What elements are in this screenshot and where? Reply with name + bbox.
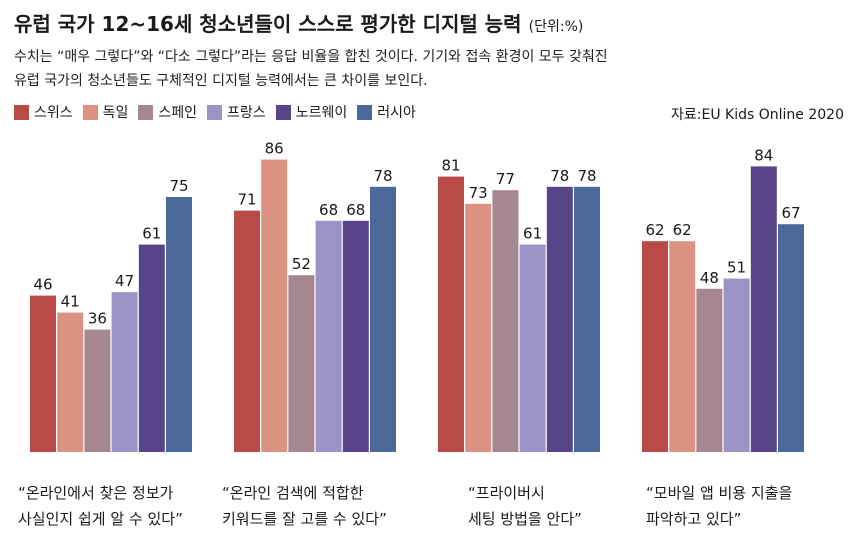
bar-1-5 (370, 186, 396, 453)
bar-0-0 (30, 295, 56, 452)
bar-2-5 (574, 186, 600, 453)
bar-3-4 (750, 166, 777, 452)
bar-value-label-3-5: 67 (781, 204, 800, 222)
category-label-2-line-0: “프라이버시 (468, 484, 545, 502)
bar-value-label-2-2: 77 (496, 170, 515, 188)
legend-item-1: 독일 (82, 102, 129, 122)
category-label-2-line-1: 세팅 방법을 안다” (468, 510, 582, 528)
bar-value-label-1-5: 78 (373, 167, 392, 185)
legend-label-5: 러시아 (377, 105, 416, 121)
chart-title: 유럽 국가 12~16세 청소년들이 스스로 평가한 디지털 능력 (단위:%) (14, 8, 583, 37)
bar-0-4 (138, 244, 165, 452)
legend-label-0: 스위스 (34, 105, 73, 121)
legend-label-4: 노르웨이 (295, 105, 348, 121)
legend-item-2: 스페인 (138, 102, 197, 122)
bar-group-0: 46 41 36 47 61 75 (30, 177, 192, 452)
category-label-0-line-0: “온라인에서 찾은 정보가 (18, 484, 174, 502)
bar-0-3 (111, 292, 138, 452)
bar-3-2 (696, 288, 723, 452)
bar-3-0 (642, 241, 668, 452)
bar-group-1: 71 86 52 68 68 78 (234, 140, 396, 453)
chart-title-main: 유럽 국가 12~16세 청소년들이 스스로 평가한 디지털 능력 (14, 12, 522, 36)
bar-value-label-1-0: 71 (237, 191, 256, 209)
bar-value-label-2-3: 61 (523, 225, 542, 243)
legend-item-5: 러시아 (357, 102, 416, 122)
legend-swatch-4 (275, 104, 291, 120)
bar-value-label-0-1: 41 (61, 293, 80, 311)
legend-item-0: 스위스 (14, 102, 73, 122)
bar-value-label-0-4: 61 (142, 225, 161, 243)
bar-1-0 (234, 210, 260, 452)
bar-value-label-2-1: 73 (469, 184, 488, 202)
category-label-1-line-0: “온라인 검색에 적합한 (222, 484, 364, 502)
category-label-1-line-1: 키워드를 잘 고를 수 있다” (222, 510, 387, 528)
legend-item-4: 노르웨이 (275, 102, 348, 122)
bar-value-label-3-1: 62 (673, 221, 692, 239)
bar-2-2 (492, 190, 519, 452)
bar-value-label-3-3: 51 (727, 259, 746, 277)
bar-1-2 (288, 275, 315, 452)
bar-value-label-3-2: 48 (700, 269, 719, 287)
bar-value-label-0-2: 36 (88, 310, 107, 328)
bar-value-label-2-0: 81 (441, 157, 460, 175)
bar-0-5 (166, 197, 192, 452)
bar-0-2 (84, 329, 111, 452)
chart-subtitle-line-1: 수치는 “매우 그렇다”와 “다소 그렇다”라는 응답 비율을 합친 것이다. … (14, 49, 608, 65)
bar-value-label-0-3: 47 (115, 272, 134, 290)
bar-value-label-1-4: 68 (346, 201, 365, 219)
bar-value-label-2-5: 78 (577, 167, 596, 185)
bar-2-3 (519, 244, 546, 452)
bar-value-label-2-4: 78 (550, 167, 569, 185)
bar-value-label-1-1: 86 (265, 140, 284, 158)
chart-subtitle-line-2: 유럽 국가의 청소년들도 구체적인 디지털 능력에서는 큰 차이를 보인다. (14, 73, 428, 89)
legend-swatch-3 (207, 104, 223, 120)
legend-swatch-1 (82, 104, 98, 120)
category-label-3-line-1: 파악하고 있다” (646, 510, 742, 528)
bar-value-label-0-0: 46 (33, 276, 52, 294)
bar-1-1 (261, 159, 288, 452)
legend-label-2: 스페인 (158, 105, 198, 121)
category-label-3-line-0: “모바일 앱 비용 지출을 (646, 484, 793, 502)
category-label-0-line-1: 사실인지 쉽게 알 수 있다” (18, 510, 183, 528)
bar-group-3: 62 62 48 51 84 67 (642, 146, 804, 452)
bar-2-4 (546, 186, 573, 453)
legend-swatch-2 (138, 104, 154, 120)
bar-2-0 (438, 176, 464, 452)
bar-value-label-3-4: 84 (754, 146, 773, 164)
bar-2-1 (465, 203, 492, 452)
bar-value-label-1-2: 52 (292, 255, 311, 273)
bar-group-2: 81 73 77 61 78 78 (438, 157, 600, 453)
bar-value-label-1-3: 68 (319, 201, 338, 219)
chart-title-unit: (단위:%) (528, 19, 584, 35)
bar-0-1 (57, 312, 84, 452)
legend-label-1: 독일 (102, 105, 129, 121)
source-note: 자료:EU Kids Online 2020 (671, 107, 844, 123)
legend-swatch-5 (357, 104, 373, 120)
bar-3-1 (669, 241, 696, 452)
legend-label-3: 프랑스 (227, 105, 266, 121)
bar-3-5 (778, 224, 804, 452)
bar-1-4 (342, 220, 369, 452)
bar-3-3 (723, 278, 750, 452)
chart-legend: 스위스 독일 스페인 프랑스 노르웨이 러시아 (14, 102, 426, 122)
legend-item-3: 프랑스 (207, 102, 266, 122)
bar-1-3 (315, 220, 342, 452)
legend-swatch-0 (14, 104, 29, 120)
bar-value-label-3-0: 62 (645, 221, 664, 239)
bar-value-label-0-5: 75 (169, 177, 188, 195)
